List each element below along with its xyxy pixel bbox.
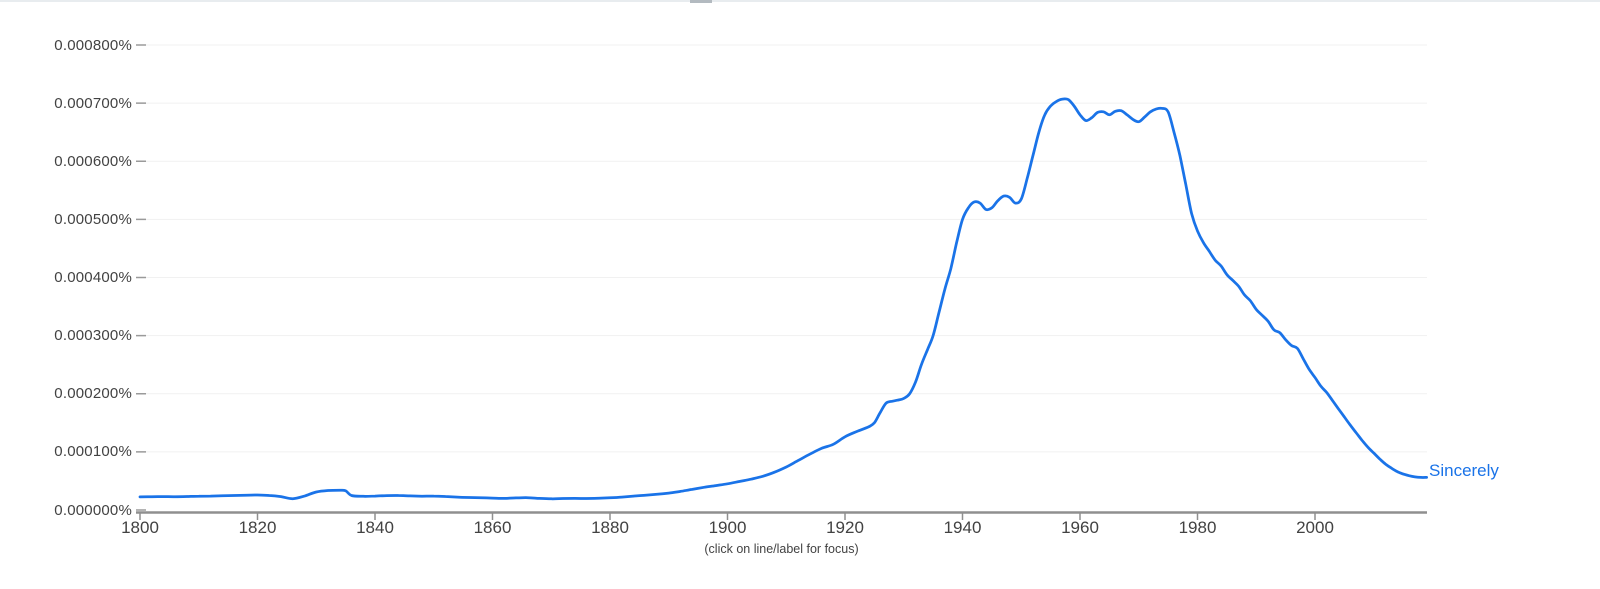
y-axis-label: 0.000800% <box>54 36 132 54</box>
x-axis-label: 2000 <box>1296 518 1334 537</box>
x-axis-label: 1960 <box>1061 518 1099 537</box>
x-axis-label: 1880 <box>591 518 629 537</box>
x-axis-label: 1860 <box>473 518 512 537</box>
series-label-sincerely[interactable]: Sincerely <box>1429 461 1499 480</box>
x-axis-label: 1920 <box>826 518 864 537</box>
top-border-fragment <box>690 0 712 3</box>
x-axis-label: 1840 <box>356 518 394 537</box>
x-axis-label: 1800 <box>121 518 159 537</box>
y-axis-label: 0.000600% <box>54 152 132 170</box>
top-border <box>0 0 1600 2</box>
y-axis-label: 0.000100% <box>54 443 132 461</box>
series-line-sincerely[interactable] <box>138 97 1428 501</box>
x-axis-label: 1900 <box>708 518 747 537</box>
y-axis-label: 0.000700% <box>54 94 132 112</box>
chart-caption: (click on line/label for focus) <box>704 542 859 556</box>
y-axis-label: 0.000200% <box>54 385 132 403</box>
y-axis-label: 0.000400% <box>54 269 132 286</box>
y-axis-label: 0.000300% <box>54 327 132 345</box>
y-axis-label: 0.000500% <box>54 210 132 228</box>
y-axis-label: 0.000000% <box>54 501 132 519</box>
x-axis-label: 1940 <box>943 518 982 537</box>
x-axis-label: 1980 <box>1178 518 1217 537</box>
x-axis-label: 1820 <box>238 518 277 537</box>
